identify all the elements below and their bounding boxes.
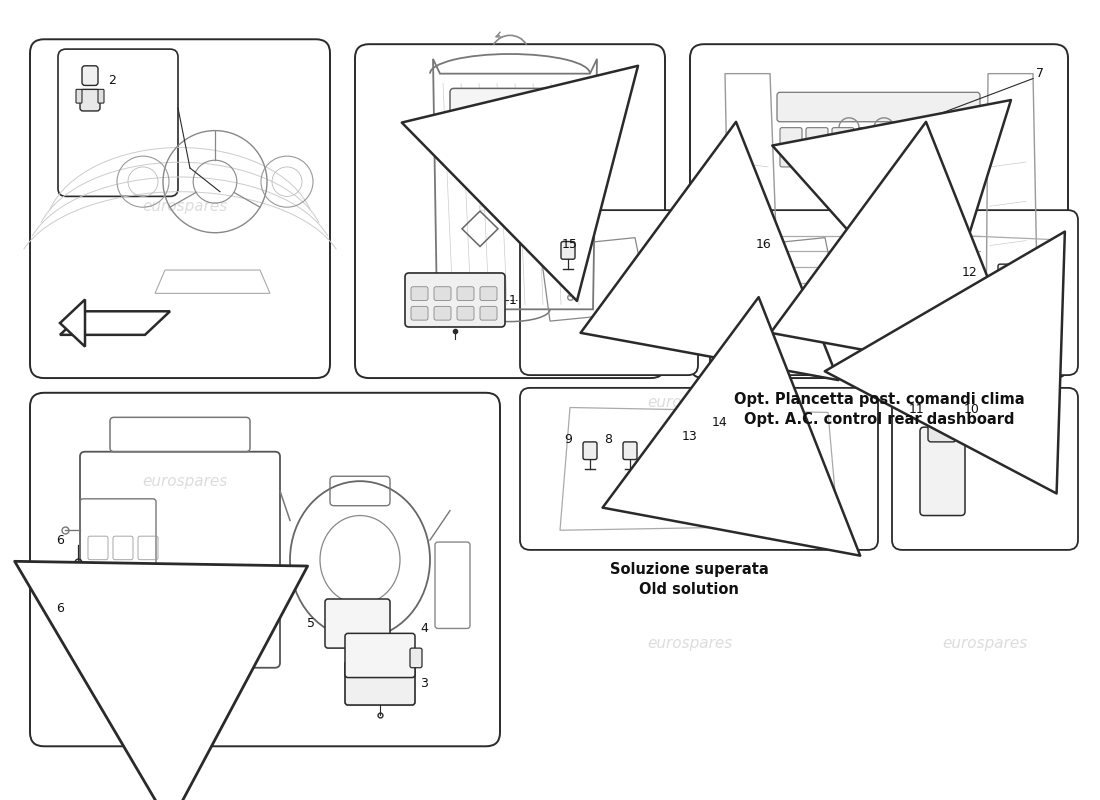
Text: Opt. Plancetta post. comandi clima: Opt. Plancetta post. comandi clima: [734, 392, 1024, 407]
FancyBboxPatch shape: [710, 210, 888, 375]
FancyBboxPatch shape: [450, 88, 580, 138]
FancyBboxPatch shape: [928, 422, 956, 442]
Text: 3: 3: [420, 677, 428, 690]
Text: 14: 14: [712, 416, 728, 429]
FancyBboxPatch shape: [806, 150, 828, 167]
Text: 9: 9: [564, 434, 572, 446]
FancyBboxPatch shape: [777, 92, 980, 122]
Text: 16: 16: [756, 238, 772, 251]
Text: 8: 8: [604, 434, 612, 446]
FancyBboxPatch shape: [355, 44, 666, 378]
FancyBboxPatch shape: [411, 286, 428, 301]
Text: 10: 10: [964, 403, 980, 416]
Text: 7: 7: [1036, 67, 1044, 80]
FancyBboxPatch shape: [58, 49, 178, 196]
FancyBboxPatch shape: [920, 427, 965, 515]
FancyBboxPatch shape: [900, 210, 1078, 375]
FancyBboxPatch shape: [411, 306, 428, 320]
Text: 6: 6: [56, 602, 64, 614]
FancyBboxPatch shape: [434, 286, 451, 301]
Text: eurospares: eurospares: [648, 636, 733, 650]
FancyBboxPatch shape: [690, 44, 1068, 378]
Text: 12: 12: [962, 266, 978, 278]
Text: 4: 4: [420, 622, 428, 635]
FancyBboxPatch shape: [405, 273, 505, 327]
Text: 5: 5: [307, 617, 315, 630]
FancyBboxPatch shape: [480, 306, 497, 320]
FancyBboxPatch shape: [76, 90, 82, 103]
FancyBboxPatch shape: [82, 66, 98, 86]
Text: eurospares: eurospares: [648, 395, 733, 410]
FancyBboxPatch shape: [780, 150, 802, 167]
FancyBboxPatch shape: [480, 286, 497, 301]
Polygon shape: [60, 311, 170, 335]
FancyBboxPatch shape: [832, 150, 854, 167]
FancyBboxPatch shape: [892, 388, 1078, 550]
FancyBboxPatch shape: [98, 90, 104, 103]
FancyBboxPatch shape: [832, 128, 854, 146]
FancyBboxPatch shape: [998, 264, 1012, 282]
Text: eurospares: eurospares: [477, 198, 562, 214]
Text: 11: 11: [909, 403, 925, 416]
FancyBboxPatch shape: [324, 599, 390, 648]
Text: Opt. A.C. control rear dashboard: Opt. A.C. control rear dashboard: [744, 412, 1014, 426]
FancyBboxPatch shape: [858, 150, 880, 167]
FancyBboxPatch shape: [80, 90, 100, 111]
Text: Old solution: Old solution: [639, 582, 739, 597]
FancyBboxPatch shape: [623, 442, 637, 459]
FancyBboxPatch shape: [410, 648, 422, 668]
Text: eurospares: eurospares: [142, 198, 228, 214]
FancyBboxPatch shape: [345, 634, 415, 678]
Text: Soluzione superata: Soluzione superata: [609, 562, 769, 577]
FancyBboxPatch shape: [520, 210, 698, 375]
Polygon shape: [60, 299, 85, 346]
FancyBboxPatch shape: [780, 128, 802, 146]
FancyBboxPatch shape: [755, 242, 769, 259]
Text: 2: 2: [108, 74, 115, 87]
Text: eurospares: eurospares: [943, 636, 1027, 650]
Text: eurospares: eurospares: [142, 474, 228, 489]
Text: 1: 1: [509, 294, 517, 307]
FancyBboxPatch shape: [456, 306, 474, 320]
FancyBboxPatch shape: [456, 286, 474, 301]
FancyBboxPatch shape: [345, 661, 415, 705]
FancyBboxPatch shape: [583, 442, 597, 459]
FancyBboxPatch shape: [858, 128, 880, 146]
FancyBboxPatch shape: [30, 39, 330, 378]
FancyBboxPatch shape: [30, 393, 500, 746]
Text: 6: 6: [56, 534, 64, 547]
Text: eurospares: eurospares: [827, 198, 913, 214]
FancyBboxPatch shape: [520, 388, 878, 550]
Text: 15: 15: [562, 238, 578, 251]
FancyBboxPatch shape: [434, 306, 451, 320]
FancyBboxPatch shape: [561, 242, 575, 259]
Text: eurospares: eurospares: [943, 395, 1027, 410]
Text: 13: 13: [682, 430, 697, 443]
FancyBboxPatch shape: [806, 128, 828, 146]
